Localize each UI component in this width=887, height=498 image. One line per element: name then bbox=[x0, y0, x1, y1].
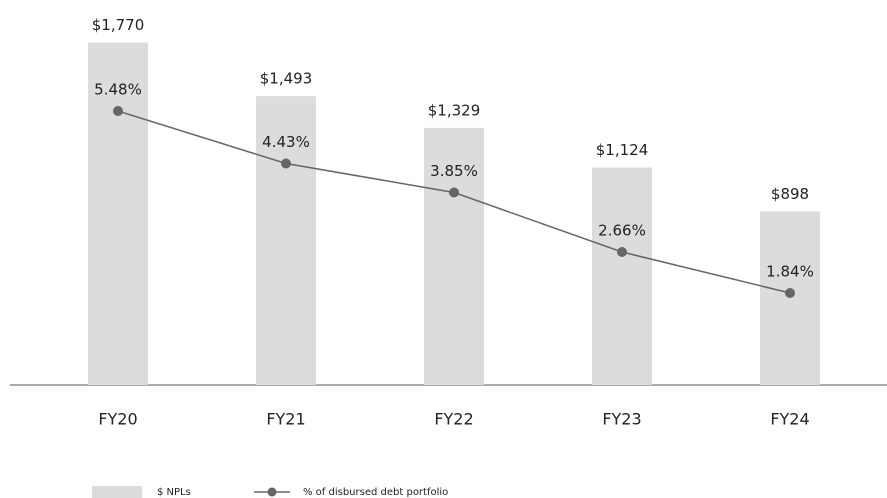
line-point bbox=[281, 158, 291, 169]
legend-swatch bbox=[92, 486, 142, 498]
legend-label: % of disbursed debt portfolio bbox=[303, 487, 448, 498]
bar-value-label: $1,493 bbox=[260, 70, 313, 88]
bar bbox=[88, 42, 148, 386]
bar-value-label: $1,329 bbox=[428, 101, 481, 119]
line-value-label: 1.84% bbox=[766, 263, 814, 281]
bar bbox=[592, 167, 652, 385]
line-value-label: 3.85% bbox=[430, 162, 478, 180]
line-point bbox=[449, 187, 459, 198]
line-point bbox=[617, 247, 627, 257]
bar bbox=[256, 96, 316, 386]
line-point bbox=[113, 106, 123, 116]
bar-value-label: $1,124 bbox=[596, 141, 649, 159]
bar-value-label: $1,770 bbox=[92, 16, 145, 34]
line-value-label: 4.43% bbox=[262, 133, 310, 151]
x-tick-label: FY24 bbox=[770, 410, 809, 429]
legend-dot bbox=[267, 487, 277, 497]
x-tick-label: FY22 bbox=[434, 410, 473, 429]
x-tick-label: FY23 bbox=[602, 410, 641, 429]
x-tick-label: FY21 bbox=[266, 410, 305, 429]
bar bbox=[760, 211, 820, 385]
bar-value-label: $898 bbox=[771, 185, 809, 203]
line-value-label: 2.66% bbox=[598, 222, 646, 240]
bar bbox=[424, 127, 484, 386]
legend-label: $ NPLs bbox=[157, 487, 191, 498]
x-tick-label: FY20 bbox=[98, 410, 137, 429]
line-value-label: 5.48% bbox=[94, 81, 142, 99]
line-point bbox=[785, 288, 795, 298]
